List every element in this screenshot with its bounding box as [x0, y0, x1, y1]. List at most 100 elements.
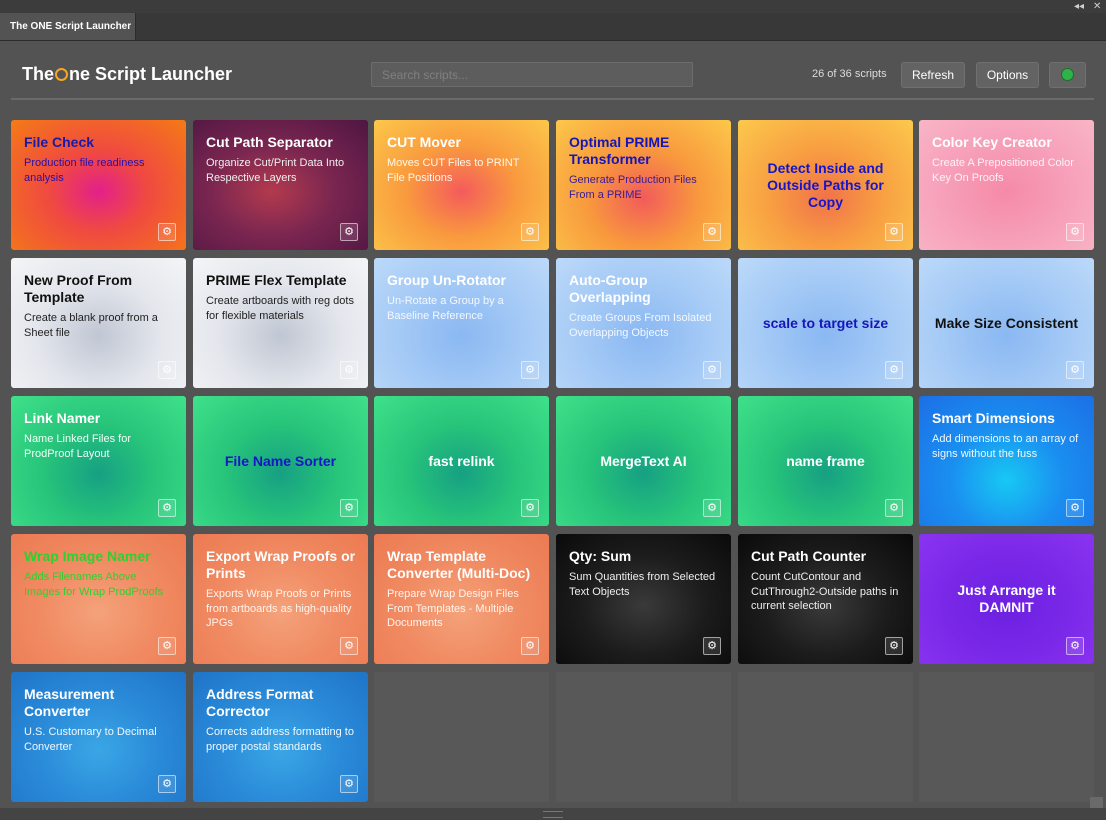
gear-icon[interactable]: ⚙: [703, 499, 721, 517]
script-tile-cut-path-counter[interactable]: Cut Path Counter Count CutContour and Cut…: [738, 534, 913, 664]
script-name: Just Arrange it DAMNIT: [957, 582, 1056, 615]
gear-icon[interactable]: ⚙: [158, 223, 176, 241]
script-name: Wrap Template Converter (Multi-Doc): [387, 548, 531, 581]
script-description: Moves CUT Files to PRINT File Positions: [387, 157, 520, 184]
gear-icon[interactable]: ⚙: [340, 637, 358, 655]
options-button[interactable]: Options: [976, 62, 1039, 88]
script-tile-new-proof-from-template[interactable]: New Proof From Template Create a blank pr…: [11, 258, 186, 388]
script-name: Cut Path Counter: [751, 548, 867, 564]
script-description: U.S. Customary to Decimal Converter: [24, 726, 157, 753]
search-input[interactable]: [371, 62, 693, 87]
gear-icon[interactable]: ⚙: [703, 361, 721, 379]
script-tile-file-check[interactable]: File Check Production file readiness anal…: [11, 120, 186, 250]
script-description: Create Groups From Isolated Overlapping …: [569, 312, 712, 339]
gear-icon[interactable]: ⚙: [521, 223, 539, 241]
gear-icon[interactable]: ⚙: [340, 223, 358, 241]
script-description: Count CutContour and CutThrough2-Outside…: [751, 571, 899, 612]
script-tile-wrap-template-converter-multi-doc[interactable]: Wrap Template Converter (Multi-Doc) Prepa…: [374, 534, 549, 664]
script-description: Generate Production Files From a PRIME: [569, 174, 697, 201]
gear-icon[interactable]: ⚙: [158, 361, 176, 379]
script-name: Measurement Converter: [24, 686, 115, 719]
gear-icon[interactable]: ⚙: [158, 637, 176, 655]
gear-icon[interactable]: ⚙: [340, 361, 358, 379]
gear-icon[interactable]: ⚙: [158, 499, 176, 517]
gear-icon[interactable]: ⚙: [703, 223, 721, 241]
close-panel-icon[interactable]: ✕: [1093, 1, 1102, 12]
script-tile-address-format-corrector[interactable]: Address Format Corrector Corrects address…: [193, 672, 368, 802]
gear-icon[interactable]: ⚙: [158, 775, 176, 793]
collapse-panel-icon[interactable]: ◂◂: [1074, 1, 1085, 12]
script-tile-fast-relink[interactable]: fast relink ⚙: [374, 396, 549, 526]
script-name: PRIME Flex Template: [206, 272, 347, 288]
script-tile-mergetext-ai[interactable]: MergeText AI ⚙: [556, 396, 731, 526]
gear-icon[interactable]: ⚙: [1066, 361, 1084, 379]
panel-tab-bar: The ONE Script Launcher: [0, 13, 1106, 41]
script-tile-prime-flex-template[interactable]: PRIME Flex Template Create artboards with…: [193, 258, 368, 388]
gear-icon[interactable]: ⚙: [885, 499, 903, 517]
script-tile-optimal-prime-transformer[interactable]: Optimal PRIME Transformer Generate Produc…: [556, 120, 731, 250]
script-name: Detect Inside and Outside Paths for Copy: [767, 159, 884, 210]
script-count: 26 of 36 scripts: [812, 68, 887, 80]
script-tile-cut-mover[interactable]: CUT Mover Moves CUT Files to PRINT File P…: [374, 120, 549, 250]
script-name: Group Un-Rotator: [387, 272, 506, 288]
logo-o-icon: O: [55, 68, 69, 81]
script-name: CUT Mover: [387, 134, 461, 150]
gear-icon[interactable]: ⚙: [1066, 223, 1084, 241]
gear-icon[interactable]: ⚙: [1066, 499, 1084, 517]
empty-slot: [738, 672, 913, 802]
script-description: Un-Rotate a Group by a Baseline Referenc…: [387, 295, 504, 322]
script-description: Create a blank proof from a Sheet file: [24, 312, 158, 339]
script-tile-smart-dimensions[interactable]: Smart Dimensions Add dimensions to an arr…: [919, 396, 1094, 526]
script-tile-wrap-image-namer[interactable]: Wrap Image Namer Adds Filenames Above Ima…: [11, 534, 186, 664]
script-tile-group-un-rotator[interactable]: Group Un-Rotator Un-Rotate a Group by a B…: [374, 258, 549, 388]
gear-icon[interactable]: ⚙: [885, 223, 903, 241]
script-name: Smart Dimensions: [932, 410, 1055, 426]
script-tile-just-arrange-it-damnit[interactable]: Just Arrange it DAMNIT ⚙: [919, 534, 1094, 664]
script-tile-auto-group-overlapping[interactable]: Auto-Group Overlapping Create Groups From…: [556, 258, 731, 388]
script-tile-measurement-converter[interactable]: Measurement Converter U.S. Customary to D…: [11, 672, 186, 802]
script-name: MergeText AI: [600, 452, 687, 469]
empty-slot: [919, 672, 1094, 802]
panel-tab[interactable]: The ONE Script Launcher: [0, 13, 136, 40]
gear-icon[interactable]: ⚙: [521, 499, 539, 517]
script-name: name frame: [786, 452, 865, 469]
script-tile-cut-path-separator[interactable]: Cut Path Separator Organize Cut/Print Dat…: [193, 120, 368, 250]
script-name: File Name Sorter: [224, 452, 337, 469]
script-name: Optimal PRIME Transformer: [569, 134, 670, 167]
status-indicator-icon: [1061, 68, 1074, 81]
panel-bottom-bar: [0, 808, 1106, 820]
script-tile-qty-sum[interactable]: Qty: Sum Sum Quantities from Selected Tex…: [556, 534, 731, 664]
script-description: Name Linked Files for ProdProof Layout: [24, 433, 131, 460]
gear-icon[interactable]: ⚙: [885, 637, 903, 655]
app-title-suffix: ne Script Launcher: [69, 64, 233, 84]
script-name: Auto-Group Overlapping: [569, 272, 651, 305]
gear-icon[interactable]: ⚙: [521, 637, 539, 655]
script-name: Address Format Corrector: [206, 686, 314, 719]
gear-icon[interactable]: ⚙: [885, 361, 903, 379]
script-name: Wrap Image Namer: [24, 548, 151, 564]
script-name: Cut Path Separator: [206, 134, 333, 150]
gear-icon[interactable]: ⚙: [340, 775, 358, 793]
gear-icon[interactable]: ⚙: [1066, 637, 1084, 655]
refresh-button[interactable]: Refresh: [901, 62, 965, 88]
resize-grip-icon[interactable]: [543, 811, 563, 818]
script-tile-make-size-consistent[interactable]: Make Size Consistent ⚙: [919, 258, 1094, 388]
empty-slot: [556, 672, 731, 802]
script-tile-color-key-creator[interactable]: Color Key Creator Create A Prepositioned …: [919, 120, 1094, 250]
launcher-header: TheOne Script Launcher 26 of 36 scripts …: [11, 40, 1094, 100]
script-tile-scale-to-target-size[interactable]: scale to target size ⚙: [738, 258, 913, 388]
gear-icon[interactable]: ⚙: [521, 361, 539, 379]
script-tile-detect-inside-and-outside-paths-for-copy[interactable]: Detect Inside and Outside Paths for Copy…: [738, 120, 913, 250]
gear-icon[interactable]: ⚙: [340, 499, 358, 517]
gear-icon[interactable]: ⚙: [703, 637, 721, 655]
script-description: Organize Cut/Print Data Into Respective …: [206, 157, 345, 184]
script-tile-link-namer[interactable]: Link Namer Name Linked Files for ProdProo…: [11, 396, 186, 526]
script-description: Prepare Wrap Design Files From Templates…: [387, 588, 519, 629]
script-grid: File Check Production file readiness anal…: [11, 120, 1095, 803]
script-tile-file-name-sorter[interactable]: File Name Sorter ⚙: [193, 396, 368, 526]
script-tile-name-frame[interactable]: name frame ⚙: [738, 396, 913, 526]
script-tile-export-wrap-proofs-or-prints[interactable]: Export Wrap Proofs or Prints Exports Wrap…: [193, 534, 368, 664]
window-top-strip: ◂◂ ✕: [0, 0, 1106, 13]
status-button[interactable]: [1049, 62, 1086, 88]
scrollbar-thumb[interactable]: [1090, 797, 1103, 808]
